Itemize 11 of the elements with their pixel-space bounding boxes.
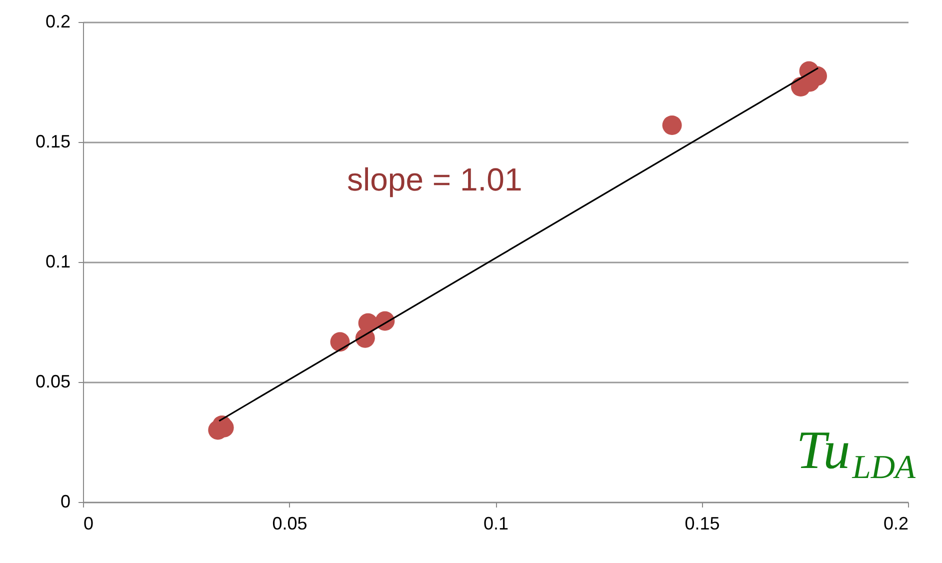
y-tick-label: 0: [60, 492, 70, 512]
annotation: slope = 1.01: [347, 161, 522, 198]
y-tick-label: 0.05: [35, 372, 70, 392]
y-tick-label: 0.1: [45, 252, 70, 272]
x-tick-label: 0: [84, 514, 94, 534]
x-tick-label: 0.05: [272, 514, 308, 534]
y-tick-label: 0.2: [45, 12, 70, 32]
x-tick-label: 0.15: [684, 514, 720, 534]
x-tick-label: 0.1: [483, 514, 509, 534]
y-tick-label: 0.15: [35, 132, 70, 152]
x-tick-label: 0.2: [883, 514, 908, 534]
